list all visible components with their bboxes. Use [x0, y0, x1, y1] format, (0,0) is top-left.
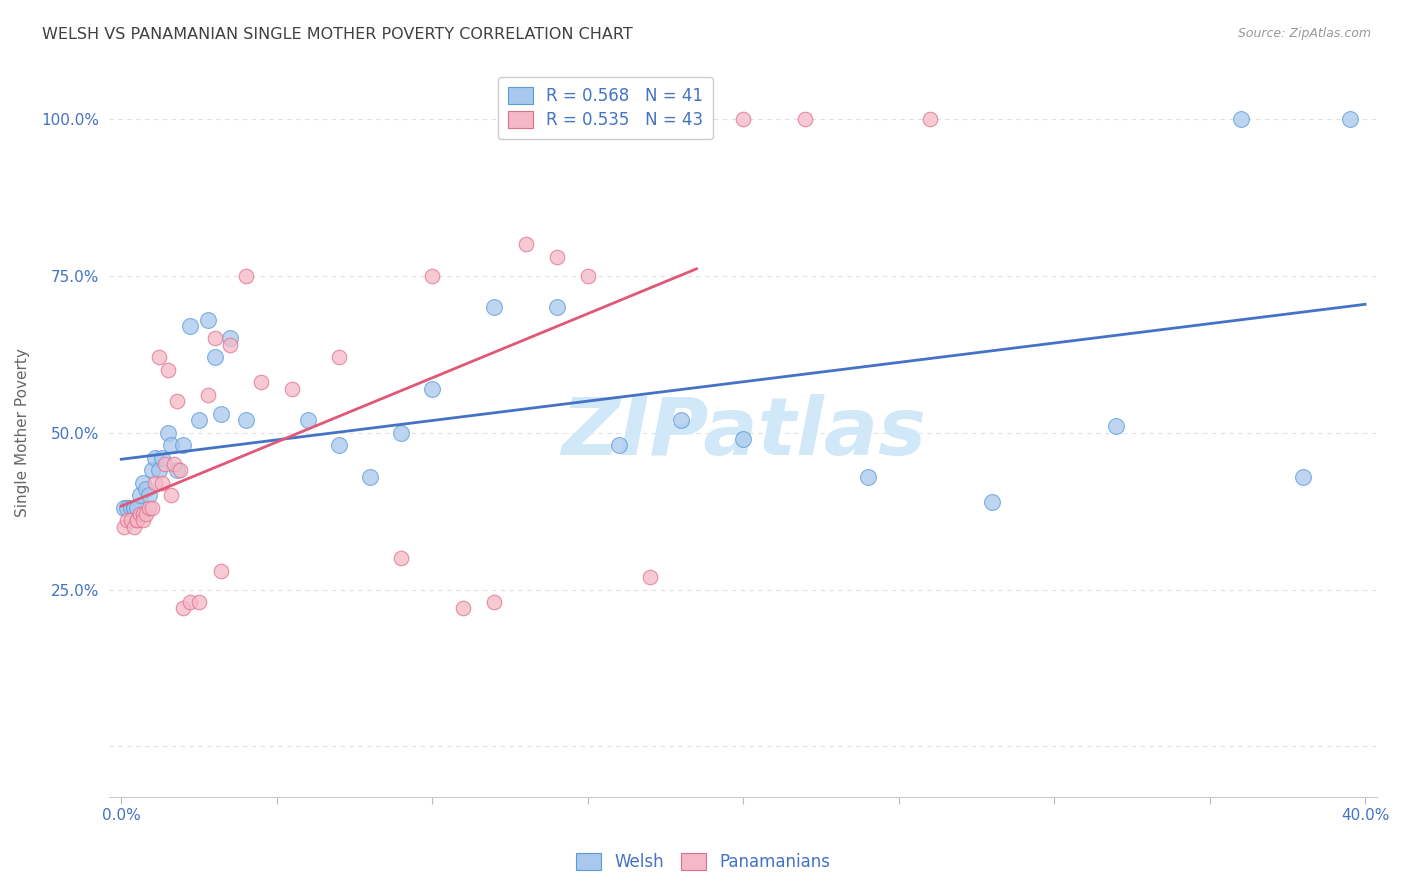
Point [132, 507, 155, 521]
Point [669, 413, 692, 427]
Point [607, 438, 630, 452]
Point [733, 432, 755, 446]
Point [794, 112, 817, 126]
Point [204, 331, 226, 345]
Point [135, 507, 157, 521]
Point [163, 457, 186, 471]
Point [188, 595, 211, 609]
Point [117, 500, 139, 515]
Point [733, 112, 755, 126]
Point [125, 513, 148, 527]
Point [1292, 469, 1315, 483]
Point [141, 463, 163, 477]
Text: ZIPatlas: ZIPatlas [561, 393, 925, 472]
Point [235, 268, 257, 283]
Point [132, 513, 155, 527]
Point [515, 237, 537, 252]
Point [328, 438, 350, 452]
Point [166, 394, 188, 409]
Point [122, 500, 145, 515]
Point [172, 438, 194, 452]
Point [188, 413, 211, 427]
Y-axis label: Single Mother Poverty: Single Mother Poverty [15, 348, 30, 517]
Point [576, 268, 599, 283]
Point [209, 407, 232, 421]
Point [420, 268, 443, 283]
Point [150, 475, 173, 490]
Point [359, 469, 381, 483]
Point [169, 463, 191, 477]
Point [148, 463, 170, 477]
Point [197, 312, 219, 326]
Point [235, 413, 257, 427]
Point [172, 601, 194, 615]
Point [453, 601, 475, 615]
Point [197, 388, 219, 402]
Point [120, 513, 142, 527]
Point [166, 463, 188, 477]
Point [179, 595, 201, 609]
Point [1339, 112, 1361, 126]
Point [132, 475, 155, 490]
Point [112, 500, 135, 515]
Point [122, 500, 145, 515]
Point [156, 363, 179, 377]
Point [1105, 419, 1128, 434]
Point [219, 337, 242, 351]
Point [160, 488, 183, 502]
Point [156, 425, 179, 440]
Point [179, 318, 201, 333]
Point [129, 507, 152, 521]
Point [389, 425, 412, 440]
Point [160, 438, 183, 452]
Point [153, 457, 176, 471]
Point [112, 520, 135, 534]
Point [135, 482, 157, 496]
Point [125, 500, 148, 515]
Legend: Welsh, Panamanians: Welsh, Panamanians [568, 845, 838, 880]
Point [281, 382, 304, 396]
Point [546, 300, 568, 314]
Point [1229, 112, 1251, 126]
Point [138, 488, 160, 502]
Point [150, 450, 173, 465]
Point [250, 376, 273, 390]
Point [219, 331, 242, 345]
Point [856, 469, 879, 483]
Point [141, 500, 163, 515]
Point [484, 300, 506, 314]
Point [546, 250, 568, 264]
Point [638, 570, 661, 584]
Point [484, 595, 506, 609]
Point [129, 488, 152, 502]
Text: Source: ZipAtlas.com: Source: ZipAtlas.com [1237, 27, 1371, 40]
Point [420, 382, 443, 396]
Point [297, 413, 319, 427]
Point [918, 112, 941, 126]
Point [120, 500, 142, 515]
Text: WELSH VS PANAMANIAN SINGLE MOTHER POVERTY CORRELATION CHART: WELSH VS PANAMANIAN SINGLE MOTHER POVERT… [42, 27, 633, 42]
Point [138, 500, 160, 515]
Point [125, 513, 148, 527]
Point [122, 520, 145, 534]
Point [145, 475, 167, 490]
Legend: R = 0.568   N = 41, R = 0.535   N = 43: R = 0.568 N = 41, R = 0.535 N = 43 [498, 77, 713, 139]
Point [204, 351, 226, 365]
Point [980, 494, 1002, 508]
Point [148, 351, 170, 365]
Point [389, 551, 412, 566]
Point [145, 450, 167, 465]
Point [328, 351, 350, 365]
Point [209, 564, 232, 578]
Point [117, 513, 139, 527]
